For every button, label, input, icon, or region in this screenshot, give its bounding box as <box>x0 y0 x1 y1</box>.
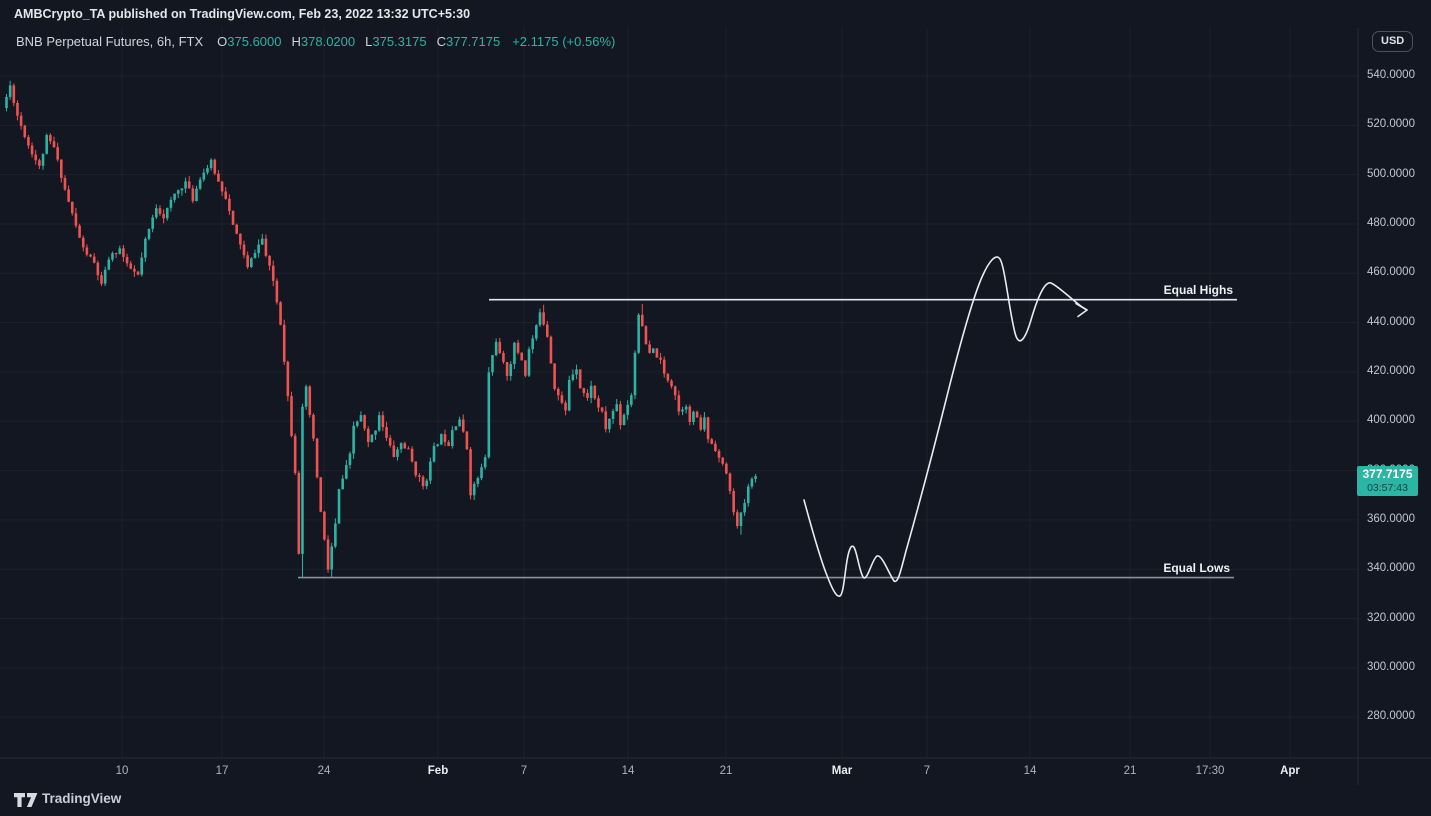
price-tick-label: 420.0000 <box>1367 364 1415 377</box>
high-value: 378.0200 <box>300 34 356 49</box>
price-tick-label: 320.0000 <box>1367 611 1415 624</box>
price-tick-label: 280.0000 <box>1367 710 1415 723</box>
publish-bar: AMBCrypto_TA published on TradingView.co… <box>0 0 1431 28</box>
price-tick-label: 460.0000 <box>1367 266 1415 279</box>
time-tick-label: 24 <box>317 765 331 777</box>
price-tick-label: 520.0000 <box>1367 118 1415 131</box>
currency-toggle-button[interactable]: USD <box>1372 31 1414 52</box>
symbol-legend: BNB Perpetual Futures, 6h, FTX O375.6000 H… <box>16 34 615 49</box>
price-tick-label: 360.0000 <box>1367 512 1415 525</box>
price-tick-label: 340.0000 <box>1367 562 1415 575</box>
time-axis[interactable]: 10 17 24 Feb 7 14 21 Mar 7 14 21 17:30 Apr <box>0 758 1358 785</box>
price-tick-label: 440.0000 <box>1367 315 1415 328</box>
symbol-title[interactable]: BNB Perpetual Futures, 6h, FTX <box>16 34 204 49</box>
time-tick-label: 14 <box>621 765 635 777</box>
bar-close-countdown: 03:57:43 <box>1367 482 1408 494</box>
price-tick-label: 500.0000 <box>1367 167 1415 180</box>
close-value: 377.7175 <box>445 34 501 49</box>
time-tick-label: 21 <box>719 765 733 777</box>
high-label: H <box>291 34 301 49</box>
open-value: 375.6000 <box>227 34 282 49</box>
equal-lows-label: Equal Lows <box>1163 561 1230 575</box>
time-tick-label: 10 <box>115 765 129 777</box>
time-tick-label: 17 <box>215 765 229 777</box>
time-tick-label: 7 <box>520 765 528 777</box>
open-label: O <box>217 34 228 49</box>
publish-text: AMBCrypto_TA published on TradingView.co… <box>14 7 471 21</box>
low-label: L <box>365 34 373 49</box>
price-axis[interactable]: USD 540.0000 520.0000 500.0000 480.0000 460.… <box>1357 28 1431 758</box>
time-tick-label: 17:30 <box>1195 765 1225 777</box>
price-tick-label: 480.0000 <box>1367 216 1415 229</box>
price-tick-label: 300.0000 <box>1367 660 1415 673</box>
time-tick-label: Apr <box>1280 765 1300 777</box>
time-tick-label: 21 <box>1123 765 1137 777</box>
time-tick-label: Feb <box>427 765 449 777</box>
time-tick-label: Mar <box>831 765 853 777</box>
footer-bar: TradingView <box>0 785 1431 816</box>
equal-highs-label: Equal Highs <box>1163 283 1233 297</box>
time-tick-label: 14 <box>1023 765 1037 777</box>
price-tick-label: 400.0000 <box>1367 414 1415 427</box>
tradingview-logo-icon[interactable] <box>14 793 38 808</box>
last-price-value: 377.7175 <box>1362 467 1413 481</box>
change-value: +2.1175 (+0.56%) <box>512 34 616 49</box>
tradingview-logo-text[interactable]: TradingView <box>42 791 122 806</box>
price-tick-label: 540.0000 <box>1367 69 1415 81</box>
last-price-badge: 377.7175 03:57:43 <box>1357 466 1418 496</box>
time-tick-label: 7 <box>923 765 931 777</box>
close-label: C <box>436 34 446 49</box>
low-value: 375.3175 <box>372 34 427 49</box>
